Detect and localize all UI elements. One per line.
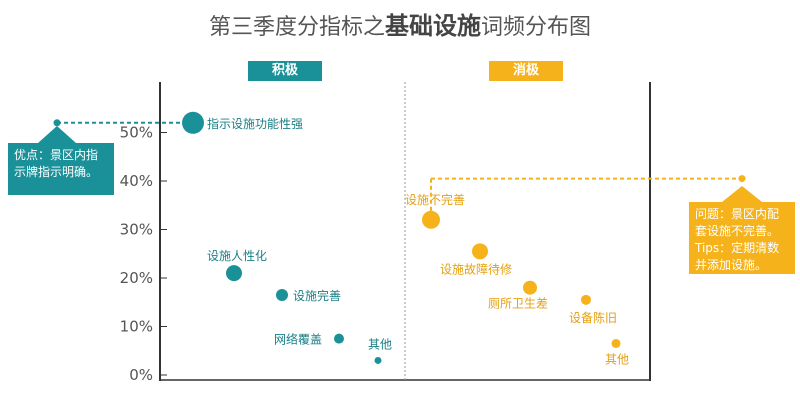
negative-callout: 问题：景区内配套设施不完善。Tips：定期清数并添加设施。 [689, 202, 795, 274]
data-label: 设施人性化 [207, 249, 267, 263]
negative-panel-label: 消极 [489, 61, 563, 81]
data-label: 网络覆盖 [274, 332, 322, 347]
chart-title: 第三季度分指标之基础设施词频分布图 [0, 6, 800, 41]
y-tick-label: 30% [120, 221, 153, 239]
title-highlight: 基础设施 [385, 12, 481, 40]
data-label: 指示设施功能性强 [207, 116, 303, 131]
data-point [581, 294, 591, 305]
data-label: 设施完善 [293, 288, 341, 303]
positive-callout-pointer [38, 126, 76, 143]
data-label: 其他 [368, 337, 392, 351]
data-point [334, 333, 344, 344]
data-point [611, 338, 621, 348]
data-point [523, 280, 537, 295]
data-label: 设施不完善 [405, 192, 465, 207]
negative-callout-pointer [722, 186, 762, 202]
data-label: 厕所卫生差 [488, 297, 548, 311]
y-tick-label: 0% [129, 366, 153, 384]
y-tick-label: 50% [120, 124, 153, 142]
data-label: 设施故障待修 [440, 261, 512, 276]
positive-panel-label: 积极 [248, 61, 322, 81]
data-point [276, 288, 288, 301]
positive-callout: 优点：景区内指示牌指示明确。 [8, 143, 114, 195]
y-tick-label: 10% [120, 318, 153, 336]
data-point [226, 265, 242, 282]
title-suffix: 词频分布图 [481, 15, 592, 40]
data-label: 设备陈旧 [569, 310, 617, 325]
data-point [472, 243, 488, 260]
data-point [182, 111, 204, 134]
y-tick-label: 20% [120, 269, 153, 287]
data-point [422, 210, 440, 229]
data-point [374, 356, 382, 364]
y-tick-label: 40% [120, 172, 153, 190]
data-label: 其他 [605, 352, 629, 366]
negative-leader-dot [738, 175, 746, 183]
title-prefix: 第三季度分指标之 [208, 15, 385, 40]
